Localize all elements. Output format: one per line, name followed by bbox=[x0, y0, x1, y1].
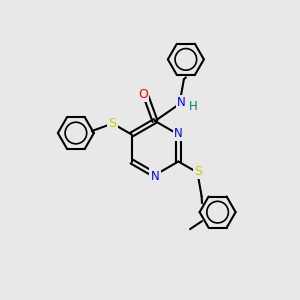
Text: S: S bbox=[109, 117, 117, 130]
Text: N: N bbox=[174, 127, 183, 140]
Text: H: H bbox=[189, 100, 198, 113]
Text: S: S bbox=[194, 165, 202, 178]
Text: O: O bbox=[138, 88, 148, 101]
Text: N: N bbox=[151, 169, 159, 182]
Text: N: N bbox=[177, 97, 186, 110]
